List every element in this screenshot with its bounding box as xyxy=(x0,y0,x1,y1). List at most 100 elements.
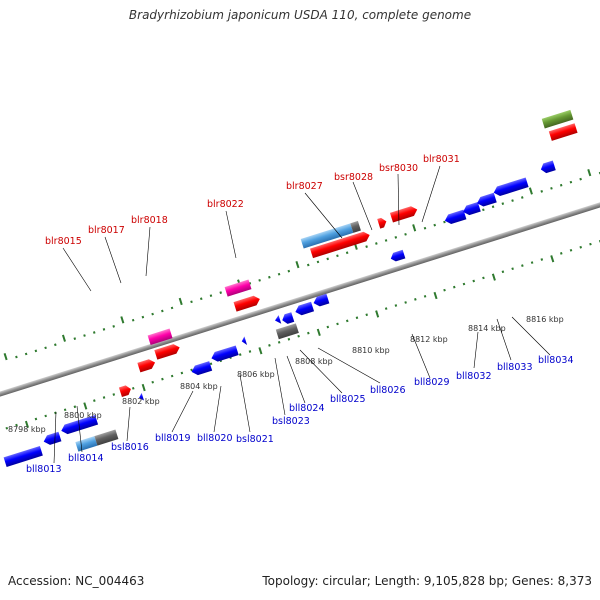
gene-label[interactable]: bsl8021 xyxy=(236,434,274,445)
minor-tick xyxy=(258,278,261,282)
gene-bll8024[interactable] xyxy=(281,312,295,325)
scale-labels: 8798 kbp 8800 kbp 8802 kbp 8804 kbp 8806… xyxy=(8,315,564,434)
gene-bll8019[interactable] xyxy=(190,361,213,377)
gene-label[interactable]: blr8022 xyxy=(207,199,244,210)
gene-bll8014-b[interactable] xyxy=(60,414,99,436)
minor-tick xyxy=(112,393,116,396)
minor-tick xyxy=(365,313,368,317)
gene-pink-8022[interactable] xyxy=(224,279,252,297)
minor-tick xyxy=(462,282,466,286)
gene-label[interactable]: bll8025 xyxy=(330,394,366,405)
minor-tick xyxy=(540,190,544,193)
gene-label[interactable]: bll8014 xyxy=(68,453,104,464)
gene-blr8015[interactable] xyxy=(118,384,132,398)
gene-bsl8021[interactable] xyxy=(241,336,248,346)
gene-gray-8023[interactable] xyxy=(275,323,299,340)
gene-label[interactable]: bll8029 xyxy=(414,377,450,388)
minor-tick xyxy=(268,275,271,279)
minor-tick xyxy=(63,408,67,412)
major-tick xyxy=(295,260,300,269)
gene-bll8014-a[interactable] xyxy=(42,431,62,447)
gene-blr8017[interactable] xyxy=(137,358,156,373)
gene-bll8032-b[interactable] xyxy=(462,202,481,217)
gene-label[interactable]: bsr8028 xyxy=(334,172,373,183)
minor-tick xyxy=(559,252,563,255)
minor-tick xyxy=(423,294,427,298)
gene-label[interactable]: bll8034 xyxy=(538,355,574,366)
minor-tick xyxy=(433,223,437,227)
minor-tick xyxy=(238,353,242,356)
gene-pink-8018[interactable] xyxy=(147,328,173,346)
gene-bll8020[interactable] xyxy=(210,345,239,363)
minor-tick xyxy=(384,307,388,310)
gene-label[interactable]: blr8017 xyxy=(88,225,125,236)
scale-label: 8798 kbp xyxy=(8,425,46,434)
gene-blr8022[interactable] xyxy=(233,294,262,312)
minor-tick xyxy=(199,297,203,301)
gene-bll8032-a[interactable] xyxy=(443,209,467,226)
gene-label[interactable]: blr8027 xyxy=(286,181,323,192)
scale-label: 8800 kbp xyxy=(64,411,102,420)
gene-label[interactable]: bsl8023 xyxy=(272,416,310,427)
scale-label: 8806 kbp xyxy=(237,370,275,379)
minor-tick xyxy=(268,344,271,347)
gene-bll8033[interactable] xyxy=(476,192,497,208)
gene-label[interactable]: bll8026 xyxy=(370,385,406,396)
minor-tick xyxy=(569,248,573,252)
gene-label[interactable]: blr8015 xyxy=(45,236,82,247)
gene-label[interactable]: blr8031 xyxy=(423,154,460,165)
gene-bll8034[interactable] xyxy=(492,177,529,197)
gene-red-far-right[interactable] xyxy=(548,123,578,141)
gene-small-far-right[interactable] xyxy=(539,160,556,175)
gene-gray-8014[interactable] xyxy=(94,429,119,446)
gene-rna-8014[interactable] xyxy=(75,436,98,452)
minor-tick xyxy=(472,279,476,283)
major-tick xyxy=(316,328,321,336)
gene-bsl8023[interactable] xyxy=(274,315,282,325)
gene-gray-8028[interactable] xyxy=(350,220,361,233)
gene-label[interactable]: bsr8030 xyxy=(379,163,418,174)
gene-label[interactable]: bsl8016 xyxy=(111,442,149,453)
minor-tick xyxy=(54,411,57,415)
gene-bsr8030[interactable] xyxy=(377,217,388,229)
scale-label: 8804 kbp xyxy=(180,382,218,391)
gene-bsl8016[interactable] xyxy=(138,392,145,402)
minor-tick xyxy=(83,334,86,337)
minor-tick xyxy=(501,270,505,274)
gene-rna-8027[interactable] xyxy=(300,223,354,249)
minor-tick xyxy=(180,371,184,375)
minor-tick xyxy=(394,236,398,239)
gene-bll8029[interactable] xyxy=(389,249,406,263)
minor-tick xyxy=(423,226,427,230)
major-tick xyxy=(24,420,29,428)
major-tick xyxy=(258,347,263,355)
gene-bll8013[interactable] xyxy=(3,445,43,467)
minor-tick xyxy=(540,258,544,261)
major-tick xyxy=(83,402,88,410)
minor-tick xyxy=(73,337,77,340)
gene-label[interactable]: bll8013 xyxy=(26,464,62,475)
major-tick xyxy=(412,224,417,232)
gene-label[interactable]: bll8024 xyxy=(289,403,325,414)
reverse-strand-genes xyxy=(3,160,556,467)
minor-tick xyxy=(394,304,398,307)
gene-blr8031[interactable] xyxy=(389,205,419,223)
gene-bll8025[interactable] xyxy=(294,301,315,317)
minor-tick xyxy=(345,319,349,323)
minor-tick xyxy=(34,417,38,421)
minor-tick xyxy=(365,245,368,248)
gene-label[interactable]: bll8020 xyxy=(197,433,233,444)
gene-blr8027[interactable] xyxy=(310,230,371,259)
minor-tick xyxy=(141,315,145,319)
gene-label[interactable]: bll8032 xyxy=(456,371,492,382)
minor-tick xyxy=(297,334,300,338)
gene-label[interactable]: blr8018 xyxy=(131,215,168,226)
gene-green[interactable] xyxy=(541,109,574,129)
gene-bll8026[interactable] xyxy=(312,293,330,308)
gene-label[interactable]: bll8019 xyxy=(155,433,191,444)
gene-label[interactable]: bll8033 xyxy=(497,362,533,373)
minor-tick xyxy=(170,374,174,378)
minor-tick xyxy=(336,254,339,258)
gene-blr8018[interactable] xyxy=(154,343,181,360)
